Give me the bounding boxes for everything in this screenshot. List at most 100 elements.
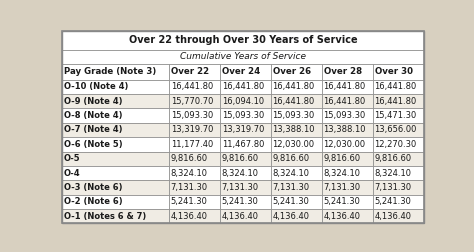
Text: 8,324.10: 8,324.10 <box>222 169 259 178</box>
Bar <box>169 94 220 108</box>
Bar <box>322 94 373 108</box>
Bar <box>220 94 271 108</box>
Bar <box>373 137 424 151</box>
Bar <box>322 166 373 180</box>
Text: 5,241.30: 5,241.30 <box>273 197 310 206</box>
Bar <box>271 94 322 108</box>
Bar <box>271 151 322 166</box>
Text: 15,093.30: 15,093.30 <box>273 111 315 120</box>
Text: 15,093.30: 15,093.30 <box>171 111 213 120</box>
Text: Over 22 through Over 30 Years of Service: Over 22 through Over 30 Years of Service <box>128 36 357 45</box>
Text: O-4: O-4 <box>64 169 81 178</box>
Bar <box>322 151 373 166</box>
Text: O-8 (Note 4): O-8 (Note 4) <box>64 111 122 120</box>
Bar <box>169 137 220 151</box>
Text: 16,441.80: 16,441.80 <box>273 82 315 91</box>
Text: 16,441.80: 16,441.80 <box>171 82 213 91</box>
Bar <box>271 137 322 151</box>
Bar <box>220 108 271 123</box>
Bar <box>373 151 424 166</box>
Text: O-1 (Notes 6 & 7): O-1 (Notes 6 & 7) <box>64 212 146 221</box>
Text: Over 30: Over 30 <box>374 68 412 76</box>
Bar <box>62 151 169 166</box>
Bar <box>169 151 220 166</box>
Text: 12,030.00: 12,030.00 <box>324 140 365 149</box>
Text: 7,131.30: 7,131.30 <box>374 183 411 192</box>
Text: 5,241.30: 5,241.30 <box>171 197 208 206</box>
Text: O-6 (Note 5): O-6 (Note 5) <box>64 140 123 149</box>
Bar <box>220 209 271 223</box>
Text: Over 22: Over 22 <box>171 68 209 76</box>
Bar <box>169 123 220 137</box>
Text: 11,177.40: 11,177.40 <box>171 140 213 149</box>
Text: 8,324.10: 8,324.10 <box>324 169 361 178</box>
Text: O-5: O-5 <box>64 154 81 163</box>
Bar <box>373 64 424 80</box>
Text: 16,441.80: 16,441.80 <box>324 97 366 106</box>
Text: 4,136.40: 4,136.40 <box>374 212 411 221</box>
Text: 5,241.30: 5,241.30 <box>222 197 258 206</box>
Bar <box>220 64 271 80</box>
Text: Pay Grade (Note 3): Pay Grade (Note 3) <box>64 68 156 76</box>
Bar <box>271 80 322 94</box>
Bar <box>220 166 271 180</box>
Text: 5,241.30: 5,241.30 <box>374 197 411 206</box>
Text: O-7 (Note 4): O-7 (Note 4) <box>64 125 122 135</box>
Text: 7,131.30: 7,131.30 <box>171 183 208 192</box>
Bar <box>220 151 271 166</box>
Bar <box>271 123 322 137</box>
Bar <box>271 180 322 195</box>
Bar <box>62 195 169 209</box>
Text: 11,467.80: 11,467.80 <box>222 140 264 149</box>
Bar <box>169 195 220 209</box>
Bar <box>322 80 373 94</box>
Bar <box>322 180 373 195</box>
Bar <box>322 108 373 123</box>
Text: 4,136.40: 4,136.40 <box>171 212 208 221</box>
Bar <box>220 80 271 94</box>
Text: 15,093.30: 15,093.30 <box>324 111 366 120</box>
Bar <box>169 166 220 180</box>
Bar <box>62 31 424 50</box>
Text: O-9 (Note 4): O-9 (Note 4) <box>64 97 122 106</box>
Text: 16,094.10: 16,094.10 <box>222 97 264 106</box>
Text: 9,816.60: 9,816.60 <box>171 154 208 163</box>
Text: 8,324.10: 8,324.10 <box>374 169 411 178</box>
Bar <box>322 64 373 80</box>
Text: 16,441.80: 16,441.80 <box>222 82 264 91</box>
Bar <box>373 166 424 180</box>
Bar <box>62 108 169 123</box>
Bar <box>271 108 322 123</box>
Bar <box>62 180 169 195</box>
Text: O-3 (Note 6): O-3 (Note 6) <box>64 183 122 192</box>
Bar <box>373 108 424 123</box>
Text: 13,319.70: 13,319.70 <box>222 125 264 135</box>
Text: 9,816.60: 9,816.60 <box>273 154 310 163</box>
Bar <box>373 94 424 108</box>
Text: 15,471.30: 15,471.30 <box>374 111 417 120</box>
Bar <box>169 108 220 123</box>
Text: 7,131.30: 7,131.30 <box>324 183 361 192</box>
Text: 7,131.30: 7,131.30 <box>222 183 259 192</box>
Bar <box>322 209 373 223</box>
Bar <box>62 80 169 94</box>
Text: 4,136.40: 4,136.40 <box>324 212 361 221</box>
Text: 9,816.60: 9,816.60 <box>374 154 411 163</box>
Bar <box>62 50 424 64</box>
Text: O-10 (Note 4): O-10 (Note 4) <box>64 82 128 91</box>
Text: 13,388.10: 13,388.10 <box>324 125 366 135</box>
Bar <box>322 123 373 137</box>
Bar <box>373 123 424 137</box>
Text: 4,136.40: 4,136.40 <box>222 212 259 221</box>
Text: 16,441.80: 16,441.80 <box>324 82 366 91</box>
Bar <box>220 137 271 151</box>
Bar <box>220 195 271 209</box>
Bar <box>169 64 220 80</box>
Text: 5,241.30: 5,241.30 <box>324 197 360 206</box>
Bar <box>62 64 169 80</box>
Bar <box>220 180 271 195</box>
Text: 13,656.00: 13,656.00 <box>374 125 417 135</box>
Bar <box>62 166 169 180</box>
Bar <box>62 209 169 223</box>
Bar <box>271 209 322 223</box>
